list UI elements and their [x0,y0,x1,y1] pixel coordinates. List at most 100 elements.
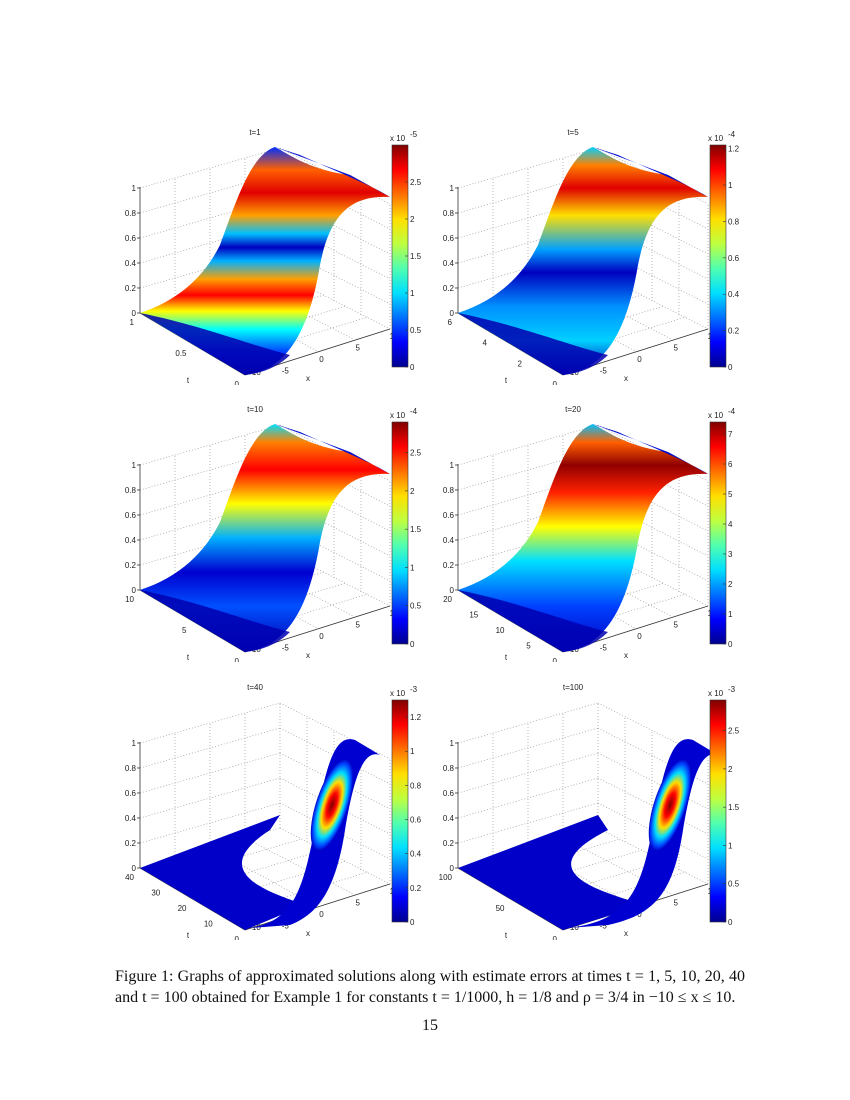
z-tick-label: 0.4 [443,259,455,268]
colorbar: x 10 -4 0 0.2 0.4 0.6 0.8 1 1.2 [708,130,740,372]
colorbar-tick-label: 1 [410,563,415,572]
colorbar-tick-label: 0 [410,363,415,372]
z-tick-label: 0.8 [443,764,455,773]
x-tick-label: 5 [356,621,361,630]
colorbar-exponent-power: -3 [410,685,418,694]
z-tick-label: 0 [132,309,137,318]
colorbar-tick-label: 1.5 [410,252,422,261]
colorbar-tick-label: 2 [410,487,415,496]
colorbar-tick-label: 1 [728,841,733,850]
colorbar-tick-label: 1 [410,289,415,298]
t-tick-label: 50 [496,904,505,913]
error-surface [458,424,708,652]
z-tick-label: 0.6 [443,234,455,243]
t-axis-label: t [505,653,508,662]
t-axis-label: t [505,376,508,385]
t-tick-label: 10 [204,920,213,929]
t-tick-label: 2 [518,359,523,368]
colorbar-exponent: x 10 [708,689,724,698]
z-tick-label: 0.6 [125,789,137,798]
colorbar-exponent: x 10 [708,134,724,143]
t-tick-label: 20 [443,595,452,604]
z-tick-label: 0.2 [125,284,137,293]
x-tick-label: 0 [637,910,642,919]
z-tick-label: 1 [450,461,455,470]
colorbar-tick-label: 0.2 [728,327,740,336]
z-tick-label: 0.6 [443,511,455,520]
colorbar-tick-label: 0.6 [728,254,740,263]
z-tick-label: 1 [450,184,455,193]
colorbar: x 10 -3 0 0.2 0.4 0.6 0.8 1 1.2 [390,685,422,927]
z-tick-label: 0 [450,586,455,595]
x-tick-label: -5 [282,367,290,376]
colorbar-tick-label: 1.5 [728,803,740,812]
z-tick-label: 0.8 [443,209,455,218]
colorbar: x 10 -5 0 0.5 1 1.5 2 2.5 [390,130,422,372]
colorbar-tick-label: 2.5 [728,727,740,736]
colorbar-tick-label: 0 [410,918,415,927]
colorbar-tick-label: 3 [728,550,733,559]
x-tick-label: 5 [356,899,361,908]
surface-plot-svg: t=4000.20.40.60.81403020100t-10-50510xx … [125,683,422,940]
z-tick-label: 1 [132,739,137,748]
z-tick-label: 0.4 [125,536,137,545]
z-tick-label: 1 [450,739,455,748]
z-tick-label: 0.6 [125,234,137,243]
t-axis-label: t [505,931,508,940]
page-number: 15 [422,1017,438,1034]
flat-surface [458,815,643,930]
colorbar-exponent: x 10 [390,134,406,143]
z-axis: 0 0.2 0.4 0.6 0.8 1 [443,461,459,595]
colorbar-exponent-power: -4 [410,407,418,416]
z-axis: 0 0.2 0.4 0.6 0.8 1 [125,461,141,595]
x-tick-label: -5 [600,922,608,931]
colorbar-tick-label: 1.2 [728,145,740,154]
z-tick-label: 0.2 [443,284,455,293]
colorbar-tick-label: 0.2 [410,884,422,893]
t-axis-label: t [187,653,190,662]
colorbar-tick-label: 0.8 [410,781,422,790]
colorbar-tick-label: 0.4 [728,290,740,299]
colorbar-tick-label: 4 [728,520,733,529]
colorbar-tick-label: 2 [728,765,733,774]
t-tick-label: 4 [483,339,488,348]
t-tick-label: 6 [448,318,453,327]
plot-title: t=100 [563,683,584,692]
t-tick-label: 5 [182,626,187,635]
colorbar-tick-label: 2.5 [410,449,422,458]
x-tick-label: 5 [674,344,679,353]
colorbar-tick-label: 0 [728,640,733,649]
t-tick-label: 0 [553,657,558,662]
colorbar-exponent: x 10 [708,411,724,420]
colorbar-tick-label: 7 [728,430,733,439]
t-axis-label: t [187,376,190,385]
colorbar-tick-label: 0.6 [410,816,422,825]
z-axis: 0 0.2 0.4 0.6 0.8 1 [125,184,141,318]
colorbar-tick-label: 2.5 [410,178,422,187]
z-tick-label: 0.2 [443,561,455,570]
plot-title: t=1 [249,128,261,137]
colorbar-tick-label: 2 [410,215,415,224]
t-tick-label: 5 [526,642,531,651]
z-tick-label: 0 [450,864,455,873]
t-tick-label: 1 [130,318,135,327]
z-axis: 0 0.2 0.4 0.6 0.8 1 [125,739,141,873]
t-tick-label: 10 [496,626,505,635]
colorbar: x 10 -3 0 0.5 1 1.5 2 2.5 [708,685,740,927]
z-tick-label: 0 [450,309,455,318]
t-axis-label: t [187,931,190,940]
x-tick-label: -5 [600,644,608,653]
colorbar-exponent-power: -4 [728,130,736,139]
z-tick-label: 1 [132,184,137,193]
x-axis-label: x [624,374,628,383]
t-tick-label: 0 [235,657,240,662]
colorbar-exponent: x 10 [390,689,406,698]
colorbar-exponent-power: -3 [728,685,736,694]
z-tick-label: 0.2 [125,839,137,848]
z-tick-label: 0.8 [125,209,137,218]
z-tick-label: 0.4 [125,259,137,268]
